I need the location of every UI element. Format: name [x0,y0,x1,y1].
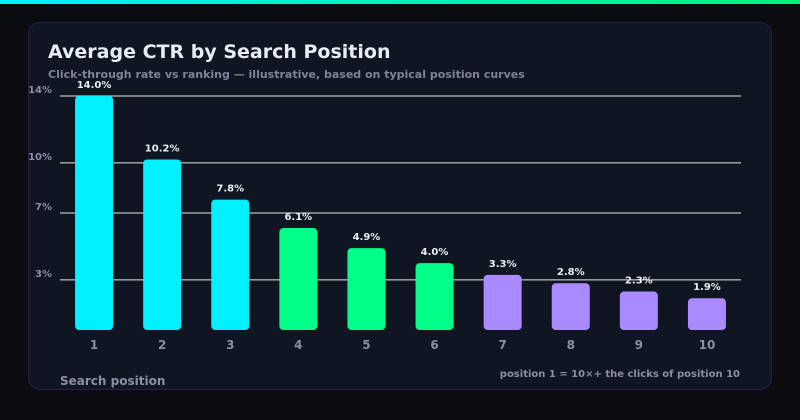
x-axis-title: Search position [60,374,166,388]
chart-subtitle: Click-through rate vs ranking — illustra… [48,68,525,81]
bar-data-label: 1.9% [693,282,721,293]
y-tick-label: 7% [35,202,52,213]
bar-data-label: 14.0% [77,80,112,91]
bars [75,96,726,330]
chart-title: Average CTR by Search Position [48,41,391,63]
x-tick-label: 9 [635,338,643,352]
bar-data-label: 6.1% [284,212,312,223]
bar-position-2 [143,159,182,330]
x-tick-label: 6 [430,338,438,352]
x-tick-label: 1 [90,338,98,352]
top-accent-bar [0,0,800,4]
bar-position-10 [687,298,726,330]
x-tick-label: 2 [158,338,166,352]
bar-position-3 [211,199,250,330]
chart-annotation: position 1 = 10×+ the clicks of position… [499,369,740,380]
bar-position-1 [75,96,114,330]
bar-data-label: 7.8% [216,184,244,195]
x-tick-labels: 1 2 3 4 5 6 7 8 9 10 [90,338,715,352]
bar-position-7 [483,274,522,330]
y-tick-label: 14% [28,85,52,96]
x-tick-label: 4 [294,338,302,352]
bar-data-label: 4.9% [353,232,381,243]
bar-position-6 [415,263,454,330]
x-tick-label: 5 [362,338,370,352]
bar-position-4 [279,228,318,330]
y-tick-labels: 3% 7% 10% 14% [28,85,52,280]
bar-data-label: 2.8% [557,267,585,278]
x-tick-label: 3 [226,338,234,352]
y-tick-label: 3% [35,269,52,280]
bar-data-label: 3.3% [489,259,517,270]
bar-position-9 [619,291,658,330]
bar-data-label: 2.3% [625,276,653,287]
x-tick-label: 8 [567,338,575,352]
y-tick-label: 10% [28,152,52,163]
bar-position-5 [347,248,386,330]
x-tick-label: 10 [699,338,716,352]
data-labels: 14.0% 10.2% 7.8% 6.1% 4.9% 4.0% 3.3% 2.8% 2.3% 1.… [77,80,721,293]
bar-position-8 [551,283,590,330]
bar-data-label: 10.2% [145,144,180,155]
bar-data-label: 4.0% [421,247,449,258]
x-tick-label: 7 [498,338,506,352]
